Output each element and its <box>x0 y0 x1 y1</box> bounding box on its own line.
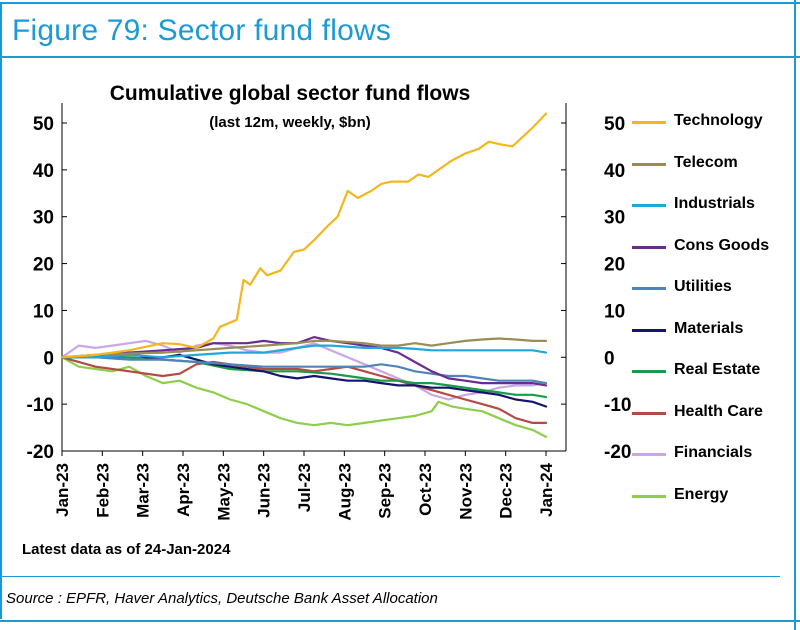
x-tick-label: Jun-23 <box>255 463 274 518</box>
y-tick-label-left: 0 <box>43 348 54 369</box>
legend-label: Energy <box>674 485 729 503</box>
series-line-health-care <box>60 356 548 424</box>
right-border <box>794 0 796 630</box>
x-tick-label: Oct-23 <box>416 463 435 516</box>
bottom-border <box>0 620 800 622</box>
legend-label: Financials <box>674 444 753 461</box>
figure-title-rule <box>0 56 800 58</box>
legend-label: Utilities <box>674 278 732 295</box>
legend-label: Cons Goods <box>674 236 770 254</box>
y-tick-label-right: 10 <box>604 301 625 322</box>
series-line-industrials <box>60 344 548 359</box>
y-tick-label-left: -20 <box>27 442 54 463</box>
x-tick-label: Apr-23 <box>174 463 193 517</box>
y-tick-label-right: -10 <box>604 395 631 416</box>
top-border <box>0 2 800 4</box>
legend-swatch <box>632 162 666 166</box>
y-tick-label-left: 40 <box>33 161 54 182</box>
x-tick-label: Aug-23 <box>335 463 354 521</box>
y-tick-label-left: 20 <box>33 255 54 276</box>
figure-title: Figure 79: Sector fund flows <box>12 14 392 47</box>
series-line-utilities <box>60 356 548 385</box>
x-tick-label: Feb-23 <box>93 463 112 518</box>
y-tick-label-left: 50 <box>33 114 54 135</box>
y-tick-label-left: 30 <box>33 208 54 229</box>
legend-swatch <box>632 121 666 124</box>
legend-swatch <box>632 245 666 249</box>
y-tick-label-right: 0 <box>604 348 615 369</box>
chart-title: Cumulative global sector fund flows <box>109 82 471 105</box>
x-tick-label: Jan-23 <box>53 463 72 517</box>
legend-label: Telecom <box>674 153 738 171</box>
legend-label: Industrials <box>674 195 755 212</box>
legend-label: Materials <box>674 319 744 337</box>
y-tick-label-left: -10 <box>27 395 54 416</box>
legend-label: Health Care <box>674 402 763 420</box>
left-border <box>0 4 2 619</box>
chart-subtitle: (last 12m, weekly, $bn) <box>209 114 371 131</box>
series-line-energy <box>60 356 548 438</box>
series-line-telecom <box>60 337 548 359</box>
latest-data-note: Latest data as of 24-Jan-2024 <box>22 541 231 558</box>
x-tick-label: May-23 <box>214 463 233 521</box>
legend-swatch <box>632 453 666 456</box>
legend-swatch <box>632 411 666 415</box>
series-line-technology <box>60 112 548 359</box>
legend-swatch <box>632 494 666 498</box>
source-rule <box>0 576 780 577</box>
y-tick-label-left: 10 <box>33 301 54 322</box>
legend-swatch <box>632 328 666 332</box>
y-tick-label-right: 20 <box>604 255 625 276</box>
legend-swatch <box>632 204 666 207</box>
x-tick-label: Sep-23 <box>376 463 395 519</box>
source-note: Source : EPFR, Haver Analytics, Deutsche… <box>6 590 438 607</box>
x-tick-label: Dec-23 <box>497 463 516 519</box>
legend-label: Technology <box>674 112 763 129</box>
x-tick-label: Nov-23 <box>456 463 475 520</box>
y-tick-label-right: -20 <box>604 442 631 463</box>
x-tick-label: Jul-23 <box>295 463 314 512</box>
legend-label: Real Estate <box>674 361 761 378</box>
y-tick-label-right: 50 <box>604 114 625 135</box>
x-tick-label: Mar-23 <box>134 463 153 518</box>
legend-swatch <box>632 287 666 290</box>
y-tick-label-right: 40 <box>604 161 625 182</box>
y-tick-label-right: 30 <box>604 208 625 229</box>
series-line-financials <box>60 339 548 401</box>
x-tick-label: Jan-24 <box>537 462 556 516</box>
legend-swatch <box>632 370 666 373</box>
